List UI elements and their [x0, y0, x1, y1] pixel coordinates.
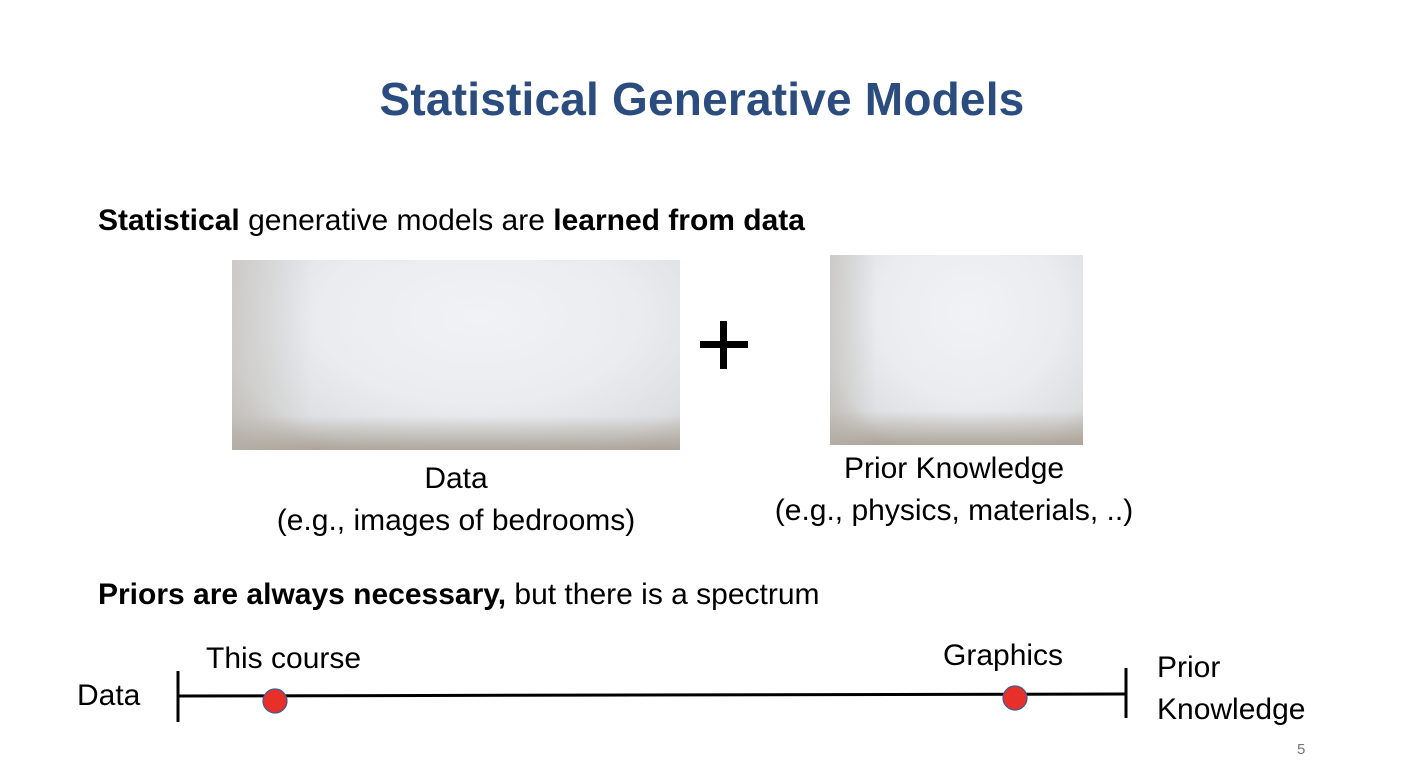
spectrum-right-label: Prior Knowledge — [1157, 647, 1305, 731]
prior-caption: Prior Knowledge (e.g., physics, material… — [754, 448, 1154, 532]
data-caption-title: Data — [424, 462, 488, 495]
intro-bold-end: learned from data — [553, 204, 805, 237]
slide-title: Statistical Generative Models — [379, 73, 1025, 125]
prior-caption-example: (e.g., physics, materials, ..) — [774, 494, 1134, 527]
priors-line: Priors are always necessary, but there i… — [98, 578, 820, 612]
priors-rest: but there is a spectrum — [506, 578, 820, 611]
spectrum-right-label-line2: Knowledge — [1157, 693, 1306, 726]
bedroom-image — [232, 260, 680, 450]
priors-bold: Priors are always necessary, — [98, 578, 507, 611]
intro-middle: generative models are — [239, 204, 554, 237]
this-course-label: This course — [206, 642, 362, 675]
prior-knowledge-image — [830, 255, 1083, 445]
spectrum-axis-line — [177, 692, 1127, 698]
spectrum-right-label-line1: Prior — [1157, 651, 1221, 684]
page-number: 5 — [1297, 741, 1306, 758]
graphics-label: Graphics — [943, 639, 1064, 672]
spectrum-left-label: Data — [77, 679, 141, 712]
plus-icon — [700, 318, 752, 370]
data-caption-example: (e.g., images of bedrooms) — [276, 504, 636, 537]
data-caption: Data (e.g., images of bedrooms) — [256, 458, 656, 542]
graphics-dot — [1002, 685, 1028, 711]
prior-caption-title: Prior Knowledge — [843, 452, 1065, 485]
intro-bold-start: Statistical — [98, 204, 240, 237]
intro-line: Statistical generative models are learne… — [98, 204, 805, 238]
this-course-dot — [262, 688, 288, 714]
